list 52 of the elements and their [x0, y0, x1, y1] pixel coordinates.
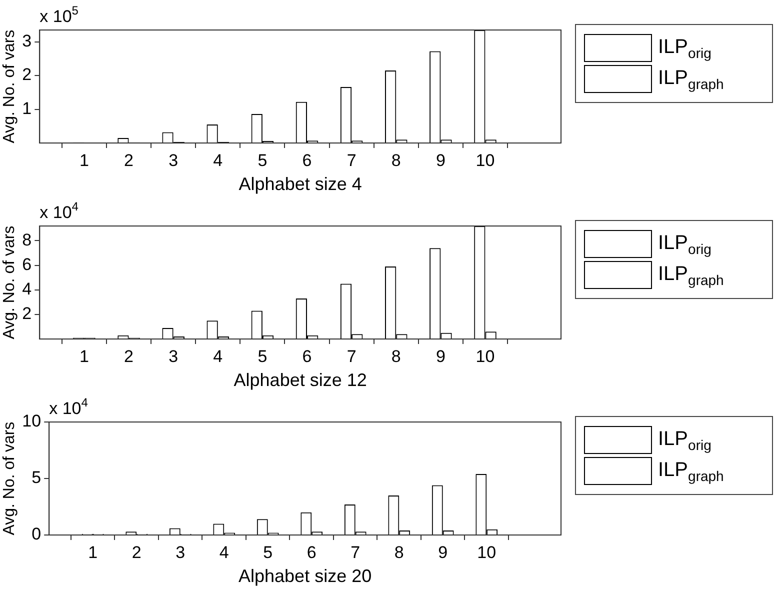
x-tick-label: 8 [391, 346, 401, 366]
x-tick-label: 10 [476, 346, 495, 366]
y-axis-title: Avg. No. of vars [1, 422, 18, 536]
x-tick-label: 6 [302, 150, 312, 170]
y-tick-label: 10 [22, 412, 42, 431]
x-tick-label: 5 [258, 150, 268, 170]
text: ILP$_{graph}$ [658, 66, 724, 92]
y-tick-label: 3 [22, 31, 32, 50]
text: ILP$_{graph}$ [658, 262, 724, 288]
x-tick-label: 2 [124, 346, 134, 366]
x-tick-label: 1 [79, 150, 89, 170]
y-tick-label: 2 [22, 65, 32, 84]
x-tick-label: 9 [436, 346, 446, 366]
x-axis-title: Alphabet size 4 [238, 174, 362, 194]
text: ILP$_{graph}$ [658, 458, 724, 484]
x-axis-title: Alphabet size 20 [238, 566, 372, 586]
x-tick-label: 6 [302, 346, 312, 366]
x-tick-label: 2 [124, 150, 134, 170]
x-tick-label: 9 [438, 542, 448, 562]
x-tick-label: 7 [346, 150, 356, 170]
x-tick-label: 9 [436, 150, 446, 170]
x-tick-label: 6 [306, 542, 316, 562]
x-tick-label: 10 [477, 542, 496, 562]
y-tick-label: 8 [22, 230, 32, 250]
x-tick-label: 1 [88, 542, 98, 562]
x-tick-label: 4 [213, 346, 223, 366]
x-tick-label: 1 [79, 346, 89, 366]
y-tick-label: 6 [22, 254, 32, 274]
x-tick-label: 7 [350, 542, 360, 562]
y-axis-title: Avg. No. of vars [1, 30, 18, 144]
x-tick-label: 2 [132, 542, 142, 562]
x-tick-label: 3 [176, 542, 186, 562]
y-tick-label: 1 [22, 98, 32, 118]
y-tick-label: 0 [32, 524, 42, 544]
x-tick-label: 3 [168, 150, 178, 170]
text: ILP$_{orig}$ [658, 232, 712, 256]
x-axis-title: Alphabet size 12 [234, 370, 367, 390]
x-tick-label: 8 [394, 542, 404, 562]
y-tick-label: 4 [22, 280, 32, 299]
text: ILP$_{orig}$ [658, 36, 712, 60]
x-tick-label: 3 [168, 346, 178, 366]
y-tick-label: 2 [22, 304, 32, 324]
x-tick-label: 8 [391, 150, 401, 170]
x-tick-label: 4 [213, 150, 223, 170]
y-axis-title: Avg. No. of vars [1, 226, 18, 340]
x-tick-label: 7 [346, 346, 356, 366]
x-tick-label: 10 [476, 150, 495, 170]
x-tick-label: 5 [263, 542, 273, 562]
text: ILP$_{orig}$ [658, 428, 712, 452]
x-tick-label: 5 [258, 346, 268, 366]
y-tick-label: 5 [32, 468, 42, 488]
x-tick-label: 4 [219, 542, 229, 562]
